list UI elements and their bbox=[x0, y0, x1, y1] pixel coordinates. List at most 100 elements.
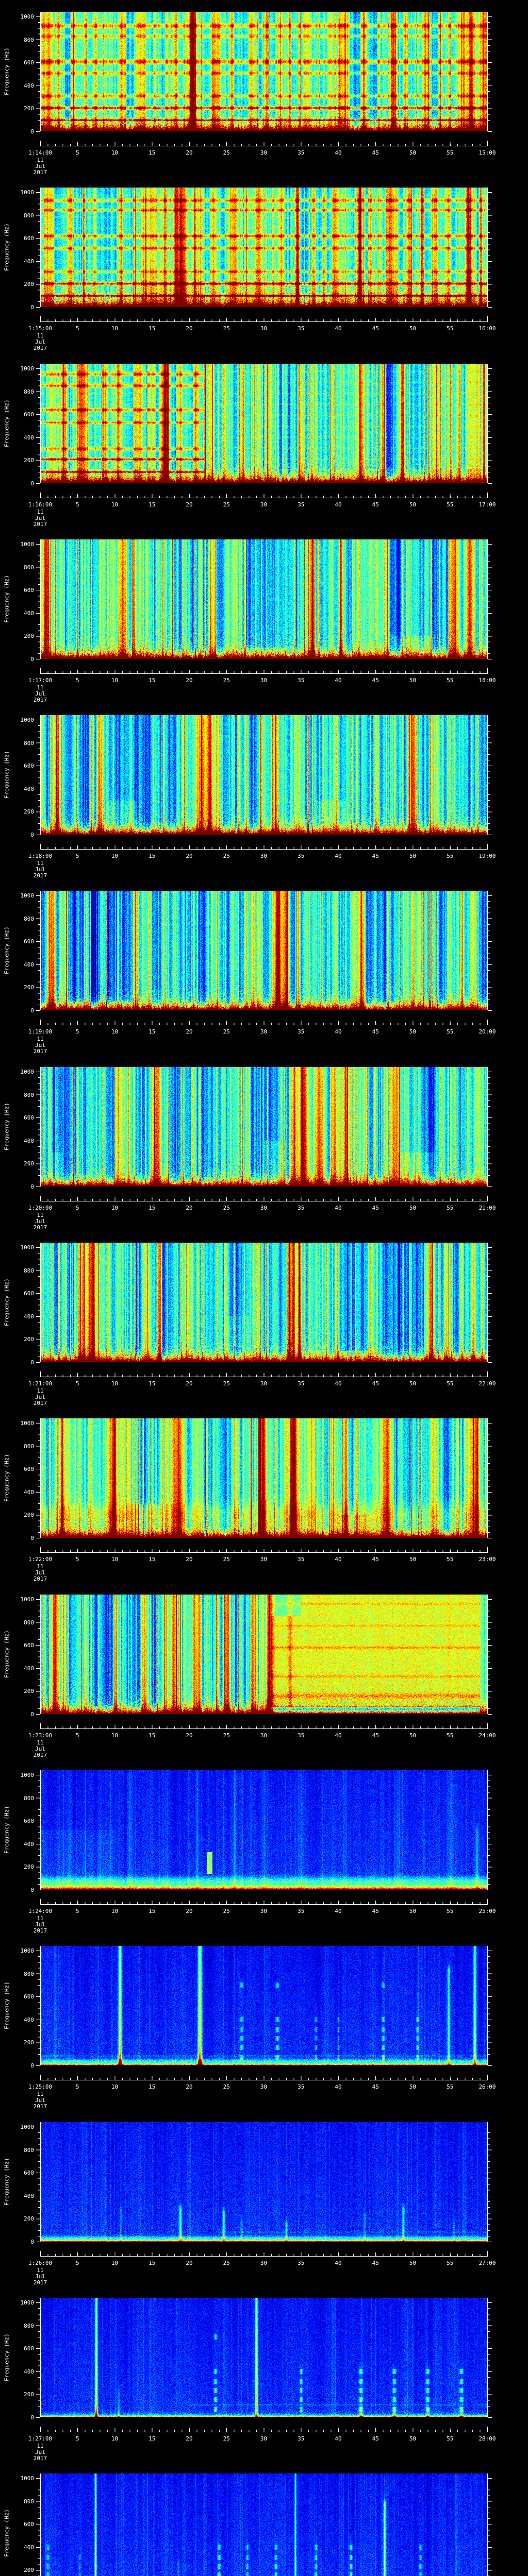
x-tick-label-50: 50 bbox=[409, 325, 417, 332]
x-tick-label-20: 20 bbox=[186, 1908, 193, 1914]
y-tick-label-1000: 1000 bbox=[20, 2475, 35, 2482]
y-axis-line-left bbox=[40, 364, 41, 483]
time-axis-end-tick-left bbox=[40, 1547, 41, 1552]
spectrogram-panel-1:19:00: Frequency (Hz) 1000 800 600 400 200 0 1:19:00 5 1… bbox=[0, 879, 528, 1055]
x-tick-label-45: 45 bbox=[372, 2083, 379, 2090]
x-tick-label-55: 55 bbox=[447, 1028, 454, 1035]
spectrogram-heatmap bbox=[40, 1595, 487, 1714]
x-tick-label-30: 30 bbox=[260, 1205, 268, 1211]
time-axis-end-tick-right bbox=[487, 2427, 488, 2432]
y-tick-label-600: 600 bbox=[24, 1290, 34, 1297]
date-day: 11 bbox=[37, 860, 44, 867]
x-tick-label-25: 25 bbox=[223, 1028, 230, 1035]
y-tick-label-0: 0 bbox=[30, 1007, 34, 1014]
y-axis-line-left bbox=[40, 2122, 41, 2242]
x-start-time-label: 1:18:00 bbox=[28, 853, 53, 859]
time-axis-end-tick-right bbox=[487, 1196, 488, 1201]
y-tick-label-800: 800 bbox=[24, 36, 34, 43]
x-tick-label-20: 20 bbox=[186, 2083, 193, 2090]
spectrogram-panel-1:25:00: Frequency (Hz) 1000 800 600 400 200 0 1:25:00 5 1… bbox=[0, 1934, 528, 2110]
x-tick-label-40: 40 bbox=[335, 1556, 342, 1563]
y-axis-major-ticks-left bbox=[36, 1072, 40, 1187]
y-axis-major-ticks-right bbox=[488, 720, 492, 835]
y-tick-label-600: 600 bbox=[24, 587, 34, 594]
y-axis-major-ticks-right bbox=[488, 368, 492, 484]
y-tick-label-200: 200 bbox=[24, 633, 34, 640]
y-tick-label-600: 600 bbox=[24, 938, 34, 945]
y-axis-major-ticks-left bbox=[36, 720, 40, 835]
x-tick-label-5: 5 bbox=[75, 853, 79, 859]
x-tick-label-5: 5 bbox=[75, 325, 79, 332]
y-axis-major-ticks-left bbox=[36, 1247, 40, 1363]
x-tick-label-35: 35 bbox=[298, 149, 305, 156]
y-axis-line-left bbox=[40, 12, 41, 131]
y-axis-major-ticks-right bbox=[488, 2127, 492, 2242]
y-axis-major-ticks-right bbox=[488, 1423, 492, 1538]
y-axis-title: Frequency (Hz) bbox=[3, 2158, 10, 2206]
x-tick-label-50: 50 bbox=[409, 1028, 417, 1035]
date-year: 2017 bbox=[33, 697, 47, 703]
x-end-time-label: 24:00 bbox=[478, 1732, 496, 1739]
x-tick-label-5: 5 bbox=[75, 2083, 79, 2090]
y-tick-label-1000: 1000 bbox=[20, 1068, 35, 1075]
x-tick-label-40: 40 bbox=[335, 2435, 342, 2442]
x-tick-label-25: 25 bbox=[223, 853, 230, 859]
x-start-time-label: 1:23:00 bbox=[28, 1732, 53, 1739]
y-axis-line-right bbox=[487, 891, 488, 1010]
y-axis-major-ticks-right bbox=[488, 16, 492, 132]
y-tick-label-200: 200 bbox=[24, 808, 34, 816]
x-end-time-label: 23:00 bbox=[478, 1556, 496, 1563]
y-axis-title: Frequency (Hz) bbox=[3, 47, 10, 96]
x-tick-label-15: 15 bbox=[148, 149, 156, 156]
y-axis-major-ticks-left bbox=[36, 192, 40, 308]
y-tick-label-1000: 1000 bbox=[20, 892, 35, 899]
date-month: Jul bbox=[35, 2449, 45, 2455]
y-axis-major-ticks-right bbox=[488, 2302, 492, 2418]
x-tick-label-25: 25 bbox=[223, 677, 230, 684]
y-tick-label-0: 0 bbox=[30, 480, 34, 487]
time-axis-end-tick-right bbox=[487, 493, 488, 498]
y-tick-label-600: 600 bbox=[24, 1993, 34, 2001]
date-day: 11 bbox=[37, 1036, 44, 1042]
time-axis-major-ticks bbox=[40, 2252, 488, 2256]
spectrogram-panel-1:16:00: Frequency (Hz) 1000 800 600 400 200 0 1:16:00 5 1… bbox=[0, 352, 528, 528]
y-axis-title: Frequency (Hz) bbox=[3, 1103, 10, 1151]
x-tick-label-10: 10 bbox=[111, 325, 119, 332]
y-tick-label-400: 400 bbox=[24, 82, 34, 89]
time-axis-end-tick-right bbox=[487, 316, 488, 321]
spectrogram-panel-1:20:00: Frequency (Hz) 1000 800 600 400 200 0 1:20:00 5 1… bbox=[0, 1055, 528, 1231]
x-tick-label-40: 40 bbox=[335, 149, 342, 156]
x-tick-label-20: 20 bbox=[186, 853, 193, 859]
x-tick-label-30: 30 bbox=[260, 325, 268, 332]
spectrogram-heatmap bbox=[40, 539, 487, 659]
x-tick-label-35: 35 bbox=[298, 677, 305, 684]
y-axis-title: Frequency (Hz) bbox=[3, 399, 10, 448]
x-tick-label-45: 45 bbox=[372, 149, 379, 156]
x-tick-label-15: 15 bbox=[148, 2260, 156, 2266]
spectrogram-heatmap bbox=[40, 364, 487, 483]
x-tick-label-10: 10 bbox=[111, 1732, 119, 1739]
y-tick-label-400: 400 bbox=[24, 1137, 34, 1144]
x-tick-label-50: 50 bbox=[409, 1205, 417, 1211]
x-tick-label-55: 55 bbox=[447, 2083, 454, 2090]
date-day: 11 bbox=[37, 509, 44, 515]
spectrogram-panel-1:27:00: Frequency (Hz) 1000 800 600 400 200 0 1:27:00 5 1… bbox=[0, 2286, 528, 2462]
time-axis-line bbox=[40, 2256, 488, 2257]
y-tick-label-600: 600 bbox=[24, 235, 34, 242]
y-tick-label-200: 200 bbox=[24, 457, 34, 464]
x-tick-label-5: 5 bbox=[75, 149, 79, 156]
date-day: 11 bbox=[37, 157, 44, 163]
x-tick-label-45: 45 bbox=[372, 1028, 379, 1035]
x-start-time-label: 1:15:00 bbox=[28, 325, 53, 332]
time-axis-line bbox=[40, 1552, 488, 1553]
x-end-time-label: 20:00 bbox=[478, 1028, 496, 1035]
x-tick-label-20: 20 bbox=[186, 1556, 193, 1563]
spectrogram-panel-1:17:00: Frequency (Hz) 1000 800 600 400 200 0 1:17:00 5 1… bbox=[0, 528, 528, 704]
time-axis-major-ticks bbox=[40, 670, 488, 673]
date-month: Jul bbox=[35, 163, 45, 170]
time-axis-end-tick-left bbox=[40, 1196, 41, 1201]
y-axis-title: Frequency (Hz) bbox=[3, 751, 10, 799]
date-day: 11 bbox=[37, 332, 44, 339]
x-tick-label-50: 50 bbox=[409, 1908, 417, 1914]
x-tick-label-30: 30 bbox=[260, 677, 268, 684]
